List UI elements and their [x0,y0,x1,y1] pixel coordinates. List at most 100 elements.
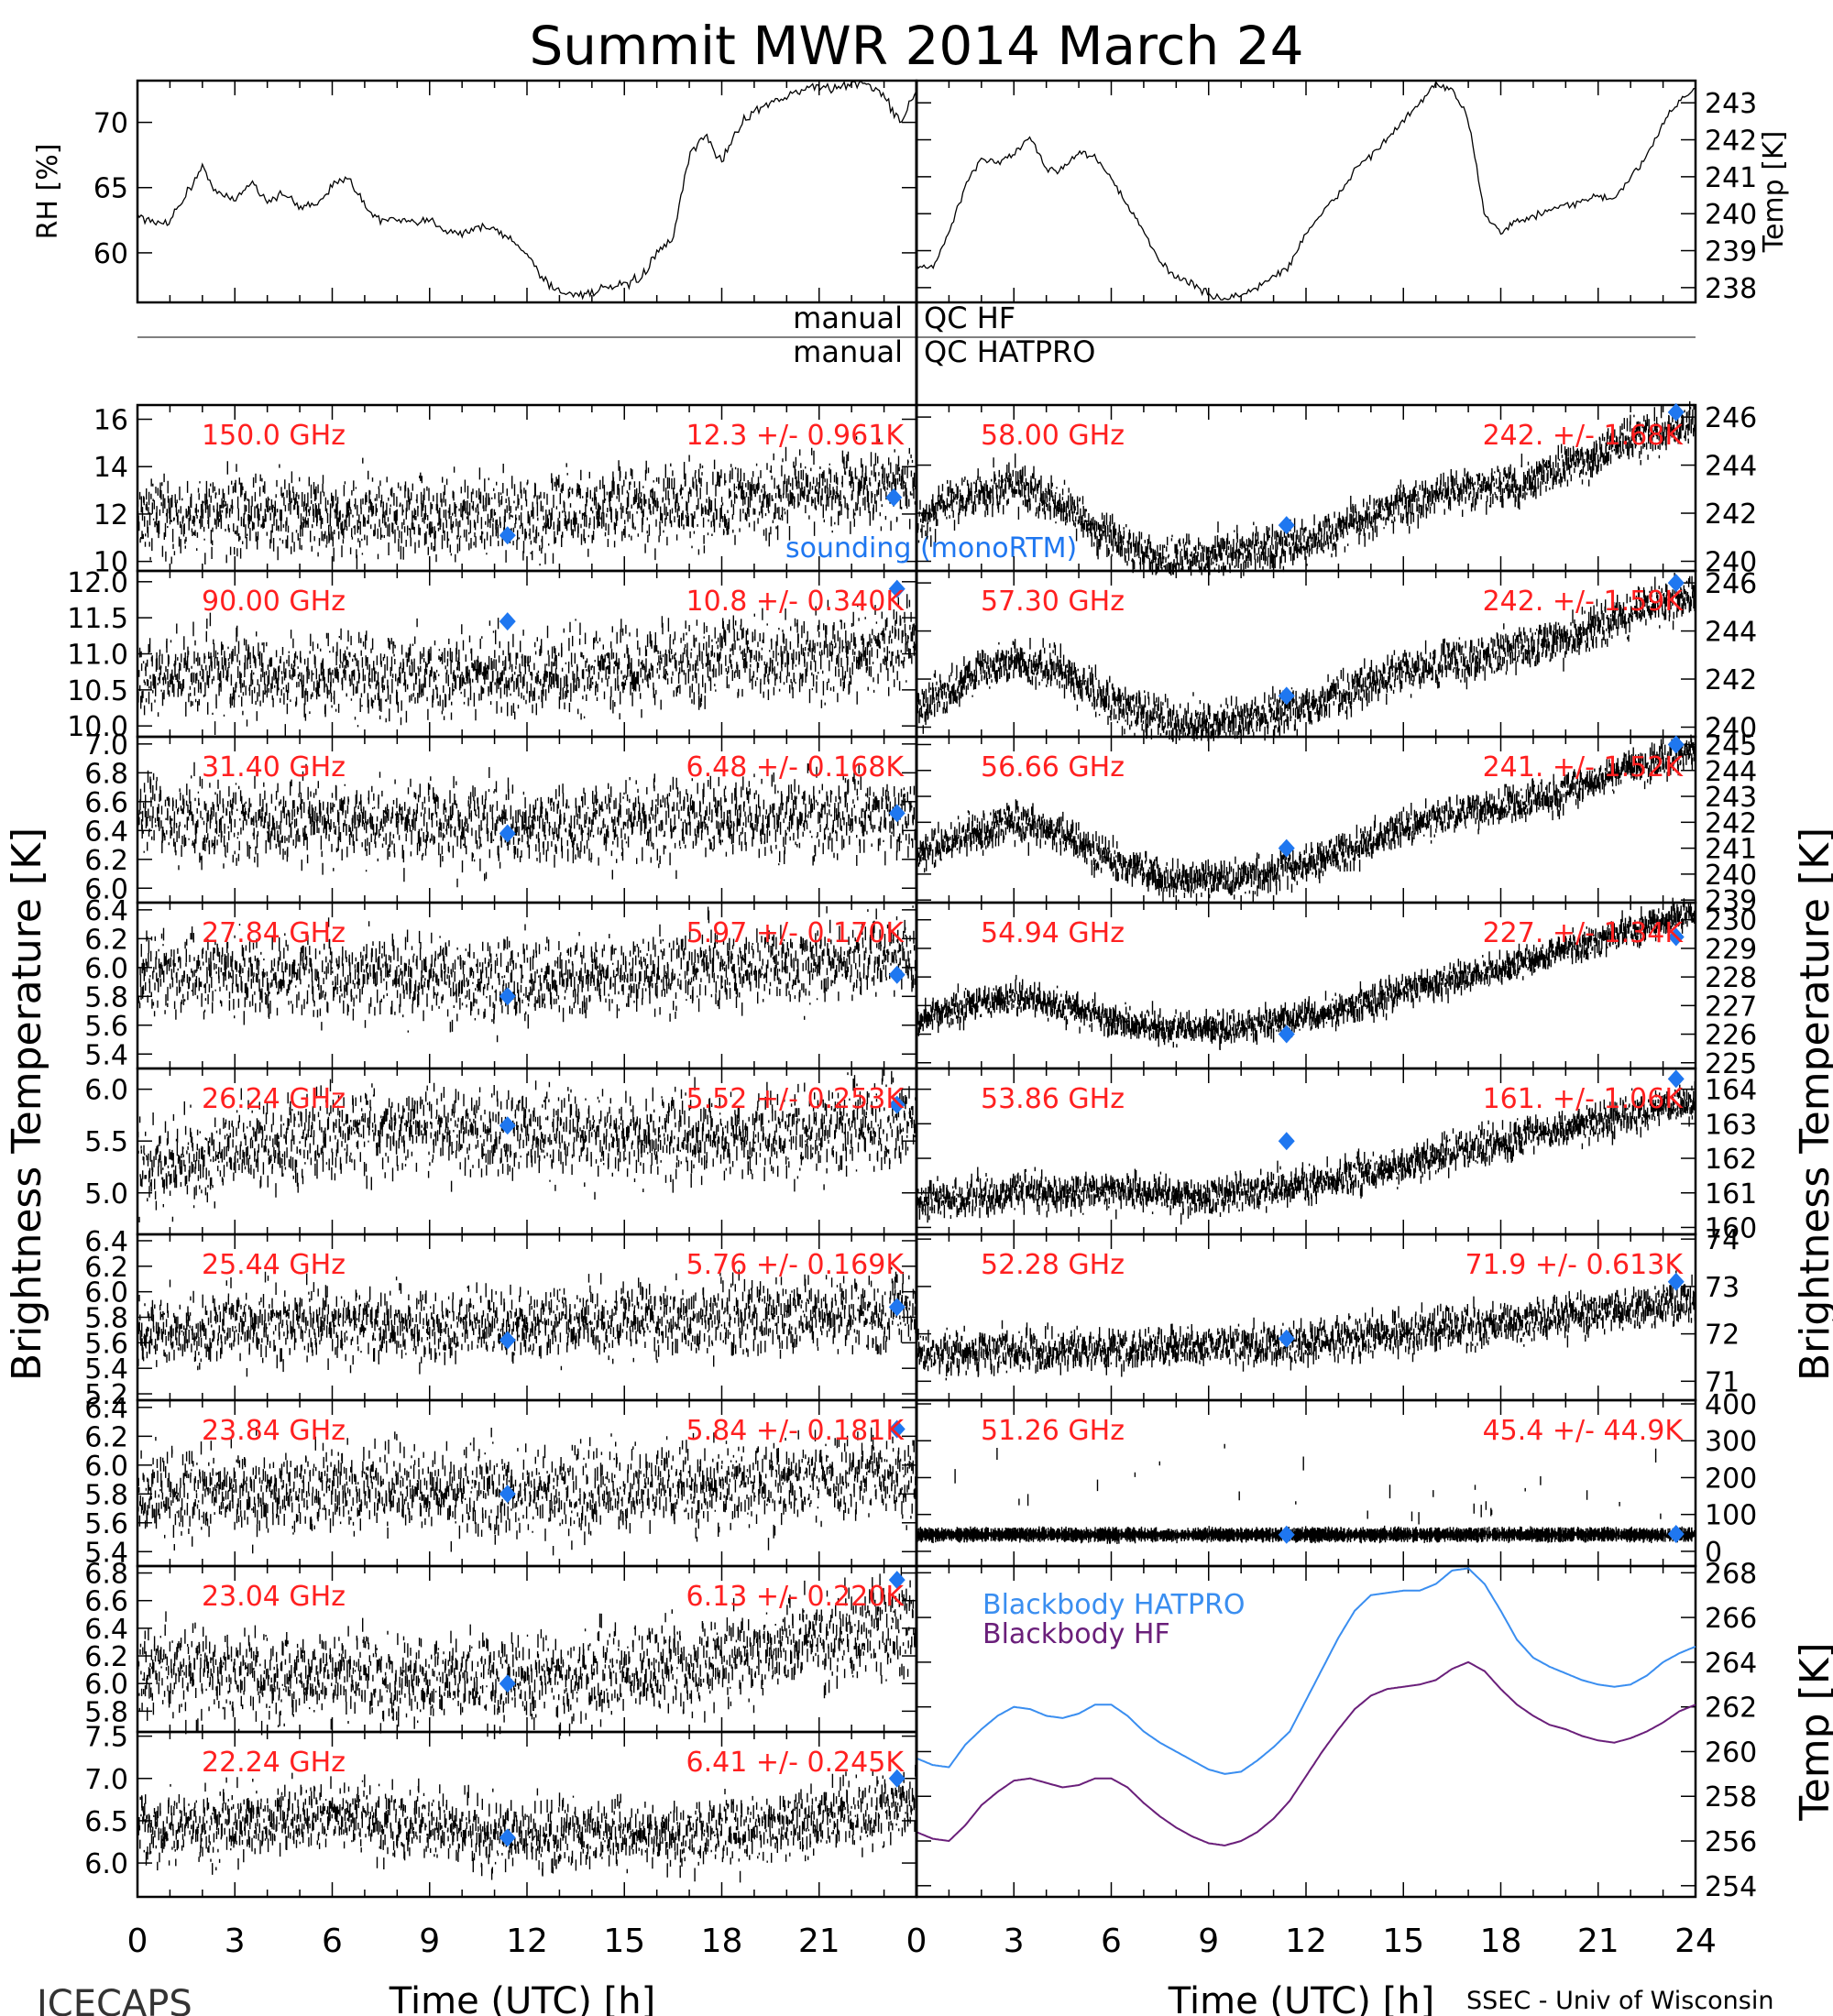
ch56-ytick-label: 240 [1705,860,1757,892]
blackbody-ytick-label: 260 [1705,1737,1757,1769]
ch51-sounding-marker [1278,1525,1295,1544]
ch54-ytick-label: 230 [1705,905,1757,937]
ch51-scatter [916,1443,1696,1544]
right-ylabel: Brightness Temperature [K] [1792,827,1833,1381]
ch58-ytick-label: 242 [1705,499,1757,531]
ch54-ytick-label: 226 [1705,1020,1757,1052]
ch56-ytick-label: 241 [1705,834,1757,866]
temp-ytick-label: 239 [1705,236,1757,268]
left-xlabel: Time (UTC) [h] [389,1980,655,2016]
ch31-ytick-label: 6.0 [84,873,128,905]
ch90-sounding-marker [888,579,906,598]
ch23_84-ytick-label: 5.6 [84,1508,128,1540]
ch27-sounding-marker [499,987,516,1006]
ch53-ytick-label: 163 [1705,1109,1757,1141]
ch90-ytick-label: 10.0 [67,711,128,743]
ch54-ytick-label: 229 [1705,934,1757,966]
ch57_30-stats-label: 242. +/- 1.59K [1483,586,1685,618]
left-xtick-label: 0 [127,1923,148,1960]
ch23_04-ytick-label: 5.8 [84,1696,128,1728]
temp-ytick-label: 242 [1705,126,1757,158]
ch53-ytick-label: 160 [1705,1212,1757,1244]
ch23_84-ytick-label: 5.8 [84,1479,128,1511]
ch56-ytick-label: 243 [1705,782,1757,814]
ch31-ytick-label: 6.6 [84,787,128,819]
rh-ytick-label: 70 [93,108,128,140]
ch57_30-ytick-label: 240 [1705,713,1757,745]
ch23_84-scatter-strokes [137,1427,917,1556]
ch58-frequency-label: 58.00 GHz [981,420,1125,452]
ch57_30-ytick-label: 244 [1705,617,1757,649]
ch31-panel: 6.06.26.46.66.87.0 31.40 GHz 6.48 +/- 0.16… [84,729,918,905]
right-xtick-label: 21 [1577,1923,1619,1960]
ch27-ytick-label: 5.8 [84,981,128,1013]
ch150-scatter-strokes [137,436,917,570]
ch51-ytick-label: 300 [1705,1426,1757,1458]
ch27-frequency-label: 27.84 GHz [202,917,346,949]
blackbody-ytick-label: 262 [1705,1693,1757,1725]
ch26-scatter-strokes [137,1068,917,1222]
ch31-frequency-label: 31.40 GHz [202,751,346,783]
ch23_84-panel: 5.45.65.86.06.26.4 23.84 GHz 5.84 +/- 0.18… [84,1393,918,1569]
ch31-ytick-label: 6.4 [84,816,128,848]
ch23_04-stats-label: 6.13 +/- 0.220K [686,1581,906,1613]
ch23_04-ytick-label: 6.2 [84,1641,128,1673]
ch52-frequency-label: 52.28 GHz [981,1249,1125,1281]
ch25-ytick-label: 5.4 [84,1353,128,1386]
ch23_04-scatter-strokes [137,1566,917,1737]
temp-ytick-label: 240 [1705,199,1757,231]
rh-ytick-label: 65 [93,173,128,205]
blackbody-ytick-label: 256 [1705,1826,1757,1858]
ch22-sounding-marker [499,1828,516,1847]
ch25-stats-label: 5.76 +/- 0.169K [686,1249,906,1281]
ch27-sounding-marker [888,965,906,984]
left-xtick-label: 12 [506,1923,548,1960]
ch90-scatter [137,594,917,737]
ch27-ytick-label: 5.4 [84,1039,128,1071]
ch51-sounding-marker [1667,1525,1685,1544]
ch27-stats-label: 5.97 +/- 0.170K [686,917,906,949]
ch150-scatter [137,436,917,570]
right-xtick-label: 9 [1198,1923,1219,1960]
blackbody-legend-1: Blackbody HF [982,1618,1170,1650]
temp-ytick-label: 241 [1705,162,1757,194]
blackbody-ylabel: Temp [K] [1792,1642,1833,1821]
right-xtick-label: 12 [1285,1923,1327,1960]
ch22-panel: 6.0 6.5 7.0 7.5 22.24 GHz 6.41 +/- 0.245K [84,1722,918,1899]
right-xtick-label: 0 [906,1923,927,1960]
ch58-ytick-label: 240 [1705,547,1757,579]
ch52-ytick-label: 72 [1705,1320,1740,1352]
ch90-ytick-label: 10.5 [67,675,128,707]
ch56-sounding-marker [1278,838,1295,858]
left-xtick-label: 18 [701,1923,743,1960]
ch31-sounding-marker [888,804,906,823]
ch23_84-ytick-label: 6.0 [84,1451,128,1483]
ch22-ytick-label: 6.0 [84,1848,128,1880]
ch23_84-scatter [137,1427,917,1556]
ch90-ytick-label: 11.5 [67,603,128,635]
ch150-frequency-label: 150.0 GHz [202,420,346,452]
ch57_30-sounding-marker [1667,574,1685,593]
ch90-scatter-strokes [137,594,917,737]
ch26-ytick-label: 5.0 [84,1178,128,1211]
ch51-ytick-label: 400 [1705,1389,1757,1421]
ch22-sounding-marker [888,1769,906,1788]
ch54-ytick-label: 227 [1705,991,1757,1023]
ch58-ytick-label: 244 [1705,451,1757,483]
left-xtick-label: 21 [798,1923,840,1960]
ch53-frequency-label: 53.86 GHz [981,1083,1125,1115]
ch23_84-frequency-label: 23.84 GHz [202,1415,346,1447]
ch57_30-panel: 240 242 244 246 57.30 GHz 242. +/- 1.59K [915,568,1757,745]
qc-hf-label: QC HF [924,301,1015,335]
ch54-sounding-marker [1667,927,1685,947]
ch23_04-ytick-label: 6.6 [84,1586,128,1618]
ch27-ytick-label: 6.2 [84,924,128,956]
ch27-scatter-strokes [137,905,917,1043]
ch56-stats-label: 241. +/- 1.52K [1483,751,1685,783]
ch25-panel: 5.25.45.65.86.06.26.4 25.44 GHz 5.76 +/- 0… [84,1226,918,1411]
left-xtick-label: 15 [603,1923,645,1960]
right-xlabel: Time (UTC) [h] [1168,1980,1434,2016]
ch57_30-ytick-label: 242 [1705,664,1757,696]
